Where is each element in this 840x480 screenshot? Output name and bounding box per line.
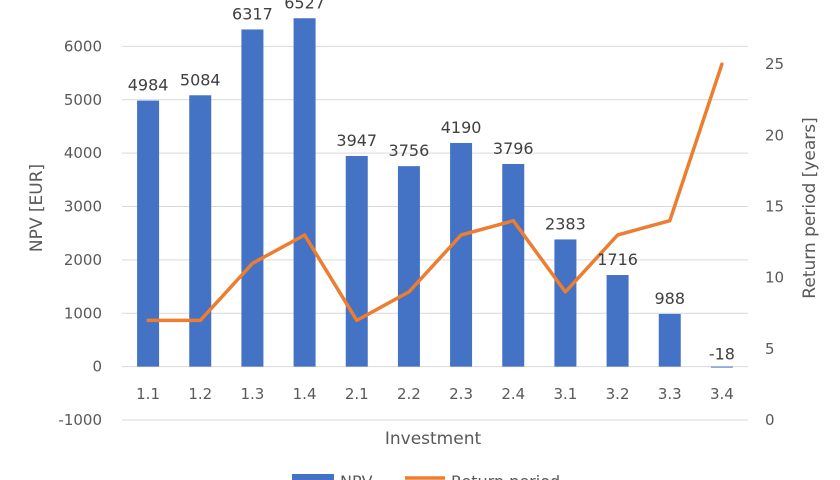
y-tick-label-1: 0 bbox=[92, 358, 102, 376]
npv-data-label-3.3: 988 bbox=[654, 289, 685, 308]
npv-bar-1.3 bbox=[241, 29, 264, 367]
npv-data-label-1.4: 6527 bbox=[284, 0, 325, 12]
y-tick-label-2: 1000 bbox=[64, 304, 102, 322]
npv-data-label-1.2: 5084 bbox=[180, 70, 221, 89]
x-axis-ticks: 1.1 1.2 1.3 1.4 2.1 2.2 2.3 2.4 3.1 3.2 3.3 3.4 bbox=[136, 385, 734, 403]
x-tick-label-4: 2.1 bbox=[345, 385, 369, 403]
npv-bar-3.3 bbox=[658, 313, 681, 367]
y-tick-label-5: 4000 bbox=[64, 144, 102, 162]
npv-data-label-3.4: -18 bbox=[709, 345, 735, 364]
npv-data-label-2.4: 3796 bbox=[493, 139, 534, 158]
npv-bar-2.1 bbox=[345, 155, 368, 367]
y2-tick-label-5: 25 bbox=[765, 55, 784, 73]
x-tick-label-3: 1.4 bbox=[293, 385, 317, 403]
y-tick-label-6: 5000 bbox=[64, 91, 102, 109]
x-tick-label-5: 2.2 bbox=[397, 385, 421, 403]
left-axis-ticks: -1000 0 1000 2000 3000 4000 5000 6000 7000 bbox=[58, 0, 102, 429]
y2-tick-label-3: 15 bbox=[765, 198, 784, 216]
x-tick-label-0: 1.1 bbox=[136, 385, 160, 403]
y2-tick-label-2: 10 bbox=[765, 269, 784, 287]
npv-data-label-3.2: 1716 bbox=[597, 250, 638, 269]
x-axis-title: Investment bbox=[385, 429, 482, 449]
legend-label-return-period: Return period bbox=[451, 472, 560, 480]
npv-data-label-1.1: 4984 bbox=[128, 76, 169, 95]
y-axis-title: NPV [EUR] bbox=[27, 164, 47, 252]
x-tick-label-8: 3.1 bbox=[553, 385, 577, 403]
y2-tick-label-0: 0 bbox=[765, 411, 775, 429]
y2-tick-label-6: 30 bbox=[765, 0, 784, 2]
npv-bar-2.2 bbox=[397, 166, 420, 367]
npv-bar-3.4 bbox=[710, 366, 733, 368]
x-tick-label-6: 2.3 bbox=[449, 385, 473, 403]
npv-data-label-2.1: 3947 bbox=[336, 131, 377, 150]
npv-data-label-2.3: 4190 bbox=[441, 118, 482, 137]
x-tick-label-2: 1.3 bbox=[240, 385, 264, 403]
y2-tick-label-1: 5 bbox=[765, 340, 775, 358]
y2-axis-title: Return period [years] bbox=[800, 117, 820, 298]
npv-bar-3.2 bbox=[606, 275, 629, 367]
y-tick-label-7: 6000 bbox=[64, 37, 102, 55]
npv-bar-2.3 bbox=[450, 142, 473, 367]
y2-tick-label-4: 20 bbox=[765, 126, 784, 144]
gridlines bbox=[122, 45, 748, 421]
x-tick-label-10: 3.3 bbox=[658, 385, 682, 403]
return-period-line bbox=[146, 62, 724, 323]
npv-bar-3.1 bbox=[554, 239, 577, 367]
legend-label-npv: NPV bbox=[340, 472, 373, 480]
y-tick-label-8: 7000 bbox=[64, 0, 102, 2]
npv-bar-1.2 bbox=[189, 95, 212, 367]
legend: NPV Return period bbox=[292, 472, 560, 480]
npv-bars bbox=[137, 18, 733, 368]
y-tick-label-0: -1000 bbox=[58, 411, 102, 429]
npv-data-label-2.2: 3756 bbox=[389, 141, 430, 160]
return-period-polyline bbox=[146, 62, 724, 323]
x-tick-label-7: 2.4 bbox=[501, 385, 525, 403]
npv-bar-1.1 bbox=[137, 100, 160, 367]
npv-data-label-3.1: 2383 bbox=[545, 214, 586, 233]
y-tick-label-4: 3000 bbox=[64, 198, 102, 216]
npv-bar-2.4 bbox=[502, 164, 525, 367]
x-tick-label-11: 3.4 bbox=[710, 385, 734, 403]
data-labels: 4984 5084 6317 6527 3947 3756 4190 3796 2383 1716… bbox=[128, 0, 735, 364]
npv-bar-1.4 bbox=[293, 18, 316, 367]
x-tick-label-1: 1.2 bbox=[188, 385, 212, 403]
npv-data-label-1.3: 6317 bbox=[232, 4, 273, 23]
legend-swatch-npv bbox=[292, 474, 334, 480]
x-tick-label-9: 3.2 bbox=[606, 385, 630, 403]
right-axis-ticks: 0 5 10 15 20 25 30 bbox=[765, 0, 784, 429]
y-tick-label-3: 2000 bbox=[64, 251, 102, 269]
